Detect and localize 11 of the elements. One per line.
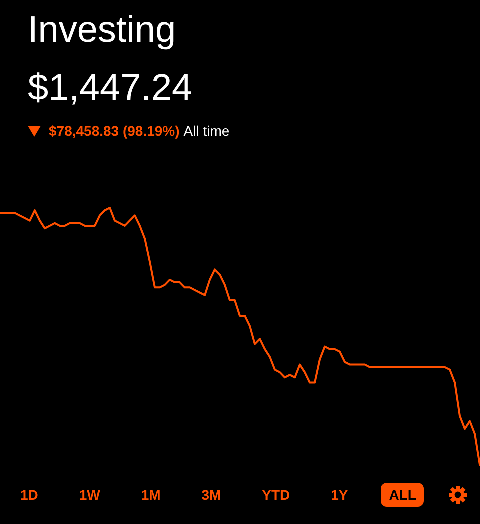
text: 3M xyxy=(200,486,222,505)
text: All time xyxy=(184,122,230,140)
text: 1Y xyxy=(330,486,350,505)
text: 1W xyxy=(78,486,102,505)
selected-range-button: ALL xyxy=(381,483,424,507)
text: YTD xyxy=(261,486,292,505)
chart-title: Investing xyxy=(28,9,178,50)
text: 1D xyxy=(19,486,40,505)
text: $78,458.83 (98.19%) xyxy=(49,122,180,140)
chart-subtitle: $1,447.24 xyxy=(28,67,194,108)
text: 1M xyxy=(140,486,162,505)
